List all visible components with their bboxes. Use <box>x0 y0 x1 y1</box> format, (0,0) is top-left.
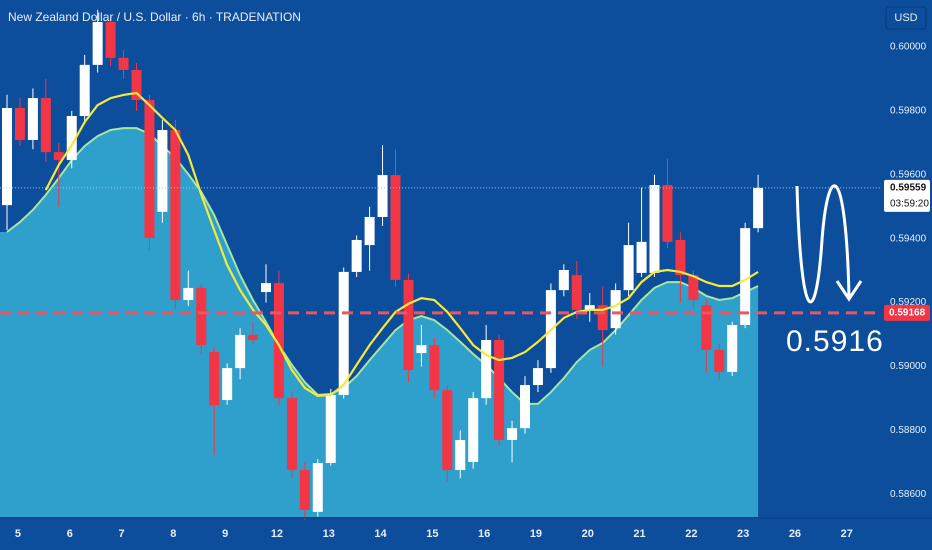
candle-body <box>701 305 712 350</box>
y-tick-label: 0.58800 <box>890 425 927 436</box>
candle-body <box>40 98 51 153</box>
candle-body <box>222 368 233 401</box>
candle-body <box>429 345 440 391</box>
area-fill <box>0 128 759 517</box>
candle-body <box>351 239 362 272</box>
candle-body <box>183 287 194 301</box>
x-tick-label: 14 <box>374 528 387 540</box>
candle-body <box>338 271 349 395</box>
candle-body <box>66 115 77 161</box>
candle-body <box>507 428 518 440</box>
candle-body <box>2 108 12 206</box>
candle-body <box>92 22 103 65</box>
candle-body <box>144 100 155 239</box>
candle-body <box>157 130 168 212</box>
countdown-label: 03:59:20 <box>890 199 929 210</box>
candle-body <box>558 270 569 291</box>
candle-body <box>675 239 686 276</box>
candle-body <box>273 283 284 399</box>
candle-body <box>79 64 90 116</box>
plot-area <box>0 9 764 520</box>
x-tick-label: 20 <box>582 528 594 540</box>
arrow-head <box>835 280 863 302</box>
area-line <box>6 127 759 405</box>
candle-body <box>468 398 479 463</box>
x-tick-label: 13 <box>323 528 335 540</box>
last-price-box <box>884 179 930 212</box>
moving-average <box>44 91 759 398</box>
x-tick-label: 5 <box>15 528 21 540</box>
x-tick-label: 21 <box>633 528 645 540</box>
candle-body <box>377 175 388 217</box>
x-tick-label: 27 <box>841 528 853 540</box>
candle-body <box>623 245 634 291</box>
x-tick-label: 6 <box>67 528 73 540</box>
candle-body <box>481 339 492 399</box>
candle-body <box>597 305 608 331</box>
candle-body <box>27 98 38 140</box>
y-tick-label: 0.59200 <box>890 297 927 308</box>
candle-body <box>235 334 246 369</box>
candle-body <box>584 305 595 310</box>
y-tick-label: 0.59800 <box>890 106 927 117</box>
x-tick-label: 26 <box>789 528 801 540</box>
candle-body <box>403 279 414 371</box>
candle-body <box>261 283 271 293</box>
candle-body <box>196 287 207 346</box>
currency-label[interactable]: USD <box>894 12 917 24</box>
x-tick-label: 7 <box>118 528 124 540</box>
candle-body <box>727 324 738 372</box>
forecast-arrow <box>795 184 851 304</box>
target-annotation: 0.5916 <box>786 325 884 358</box>
x-tick-label: 23 <box>737 528 749 540</box>
x-tick-label: 22 <box>685 528 697 540</box>
candle-body <box>753 187 764 229</box>
candle-body <box>390 175 401 280</box>
x-tick-label: 9 <box>222 528 228 540</box>
candle-body <box>53 152 64 161</box>
y-tick-label: 0.60000 <box>890 42 927 53</box>
y-tick-label: 0.59600 <box>890 169 927 180</box>
x-tick-label: 15 <box>426 528 438 540</box>
candle-body <box>649 185 660 273</box>
candle-body <box>662 185 673 242</box>
y-tick-label: 0.59400 <box>890 233 927 244</box>
candle-body <box>131 69 142 101</box>
candle-body <box>740 228 751 325</box>
candle-body <box>416 345 427 354</box>
x-tick-label: 12 <box>271 528 283 540</box>
candle-body <box>520 385 530 429</box>
candle-body <box>312 462 323 512</box>
candle-body <box>714 349 725 372</box>
candle-body <box>688 275 699 301</box>
candle-body <box>105 22 116 58</box>
candle-body <box>209 352 220 406</box>
x-tick-label: 19 <box>530 528 542 540</box>
y-tick-label: 0.59000 <box>890 361 927 372</box>
candle-body <box>571 275 582 310</box>
candle-body <box>532 368 543 386</box>
level-label: 0.59168 <box>889 307 926 318</box>
candle-body <box>636 241 647 273</box>
candle-body <box>325 394 336 463</box>
level-box <box>884 304 930 321</box>
candle-body <box>170 130 181 301</box>
last-price-label: 0.59559 <box>890 183 927 194</box>
candle-body <box>442 390 453 471</box>
candle-body <box>494 339 505 440</box>
x-tick-label: 8 <box>170 528 176 540</box>
candle-body <box>118 57 129 70</box>
currency-button[interactable] <box>885 6 927 30</box>
candle-body <box>248 334 259 340</box>
candle-body <box>299 470 310 510</box>
candle-body <box>455 439 466 471</box>
chart-title: New Zealand Dollar / U.S. Dollar · 6h · … <box>8 10 301 24</box>
candle-body <box>14 108 25 140</box>
y-tick-label: 0.58600 <box>890 489 927 500</box>
candle-body <box>610 290 621 329</box>
candle-body <box>286 398 297 471</box>
x-tick-label: 16 <box>478 528 490 540</box>
candle-body <box>364 216 375 246</box>
